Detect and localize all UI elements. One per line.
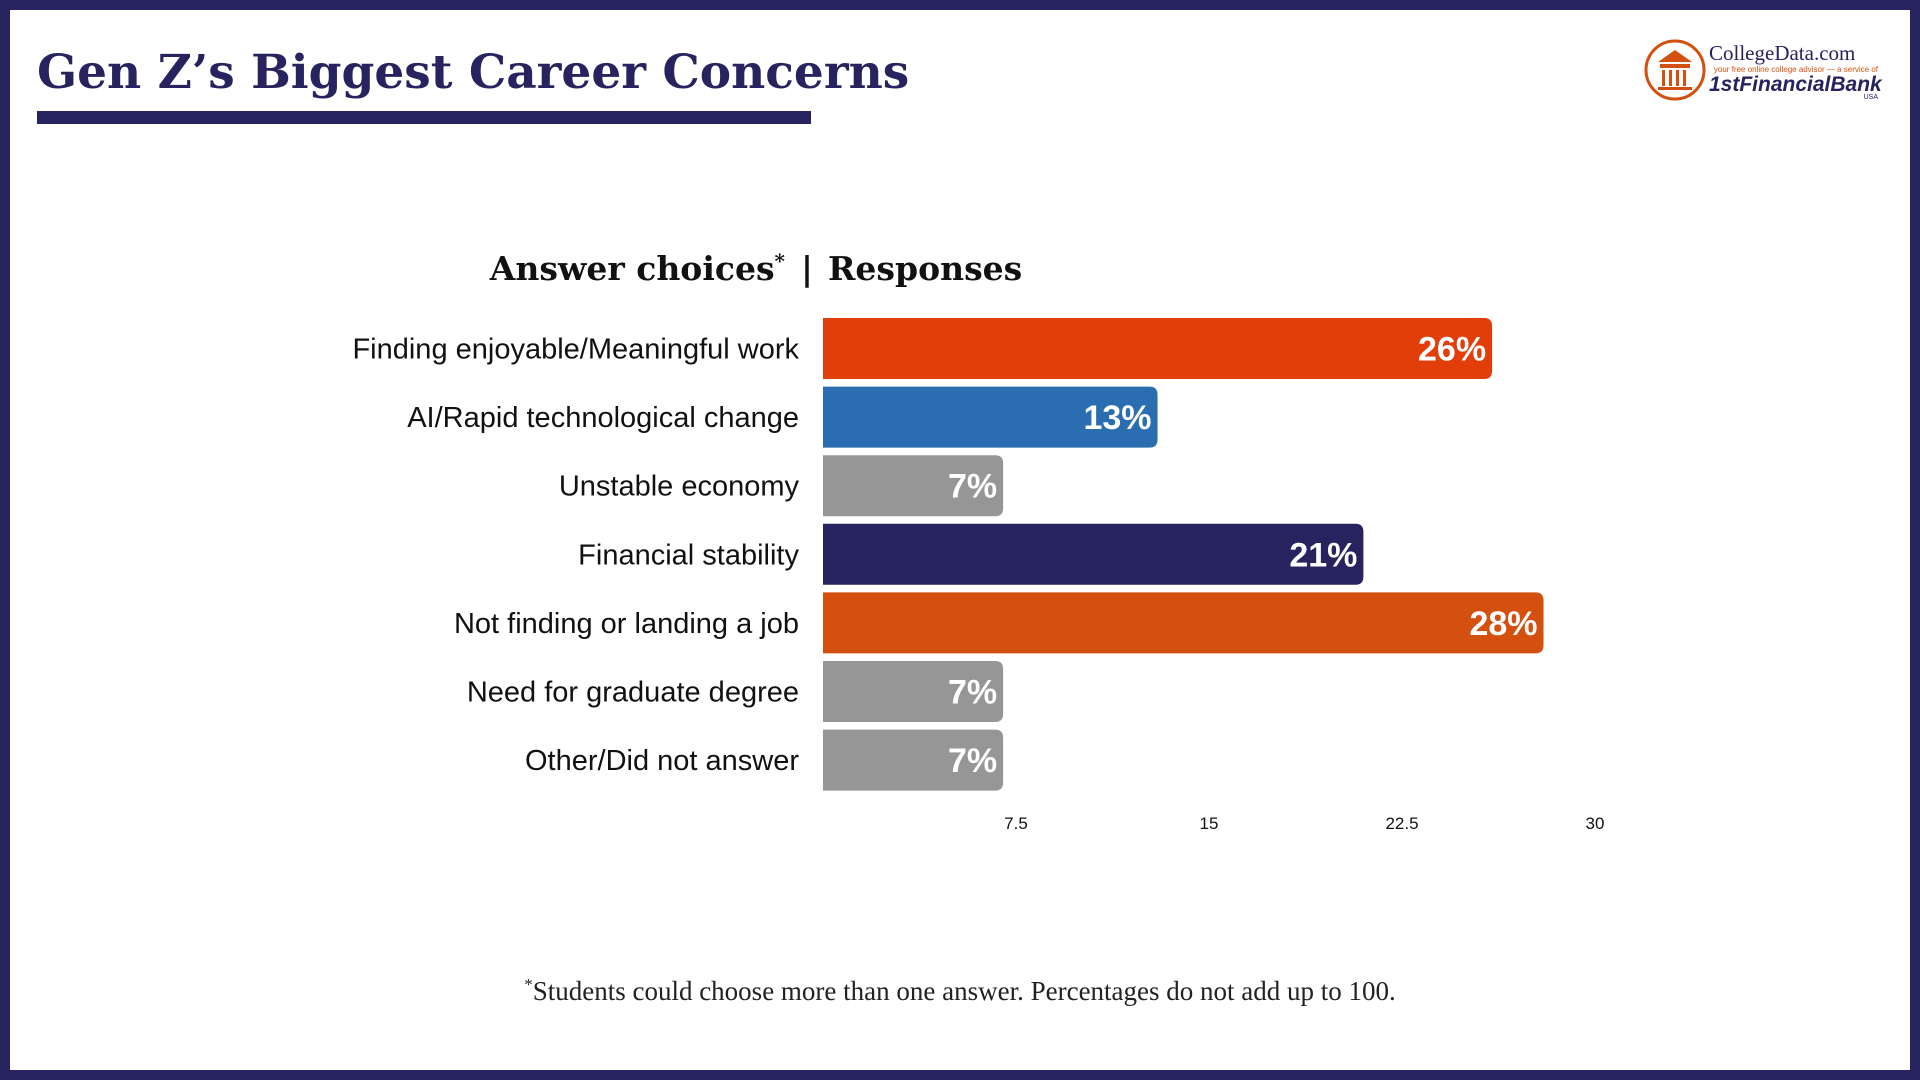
data-label: 28%: [1469, 605, 1537, 643]
logo-name: CollegeData.com: [1709, 41, 1855, 65]
bar: [823, 729, 1004, 791]
category-header-mark: *: [775, 249, 786, 273]
bar: [823, 661, 1004, 722]
footnote: *Students could choose more than one ans…: [524, 975, 1396, 1006]
category-label: Unstable economy: [559, 471, 800, 503]
data-label: 7%: [948, 468, 997, 506]
logo: CollegeData.com your free online college…: [1644, 39, 1883, 101]
data-label: 7%: [948, 742, 997, 780]
x-tick-label: 7.5: [1004, 814, 1028, 833]
data-label: 26%: [1418, 331, 1486, 369]
category-label: AI/Rapid technological change: [407, 402, 799, 434]
logo-bank: 1stFinancialBank: [1709, 73, 1883, 96]
chart-title: Gen Z’s Biggest Career Concerns: [37, 45, 909, 100]
footnote-text: Students could choose more than one answ…: [533, 976, 1396, 1006]
bar: [823, 455, 1004, 517]
logo-tagline: your free online college advisor — a ser…: [1714, 65, 1879, 74]
bar: [823, 592, 1544, 654]
logo-country: USA: [1864, 94, 1879, 101]
x-tick-label: 22.5: [1385, 814, 1418, 833]
bar: [823, 318, 1493, 379]
bar: [823, 523, 1364, 585]
header-separator: |: [801, 249, 813, 288]
logo-ring: [1644, 39, 1706, 101]
data-label: 13%: [1083, 399, 1151, 437]
x-tick-label: 30: [1586, 814, 1605, 833]
category-label: Other/Did not answer: [525, 745, 799, 777]
category-label: Not finding or landing a job: [454, 608, 799, 640]
title-underline: [37, 111, 811, 124]
bar: [823, 386, 1158, 448]
header-text: Answer choices*: [489, 249, 786, 288]
x-tick-label: 15: [1200, 814, 1219, 833]
footnote-mark: *: [524, 975, 533, 994]
category-label: Need for graduate degree: [467, 677, 799, 709]
category-label: Finding enjoyable/Meaningful work: [352, 334, 799, 366]
value-header: Responses: [828, 249, 1022, 288]
data-label: 21%: [1289, 536, 1357, 574]
data-label: 7%: [948, 674, 997, 712]
category-header: Answer choices: [489, 249, 775, 288]
logo-icon: [1658, 50, 1692, 90]
category-label: Financial stability: [578, 539, 799, 571]
